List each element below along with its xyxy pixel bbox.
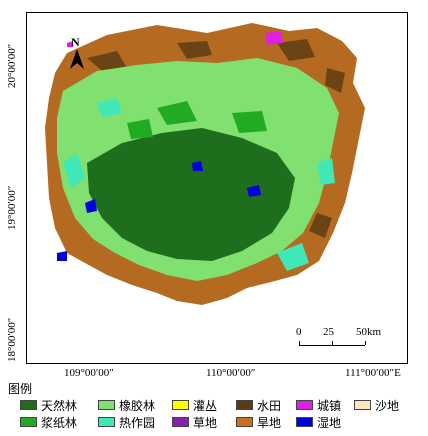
legend-item: 浆纸林: [20, 415, 78, 430]
legend-item: 沙地: [354, 398, 400, 413]
legend-swatch: [20, 400, 37, 410]
scale-line: [299, 345, 365, 346]
legend-item: 旱地: [236, 415, 282, 430]
legend-label: 草地: [193, 415, 218, 430]
legend-item: 湿地: [296, 415, 342, 430]
longitude-label: 109°00′00″: [64, 367, 114, 379]
scale-label-25: 25: [323, 326, 334, 338]
natural-forest: [87, 128, 295, 261]
legend-swatch: [20, 417, 37, 427]
scale-tick: [365, 341, 366, 345]
pulp-plantation-patches: [127, 101, 267, 139]
legend-label: 城镇: [317, 398, 342, 413]
legend-swatch: [98, 400, 115, 410]
scale-tick: [299, 341, 300, 345]
latitude-label: 20°00′00″: [6, 43, 18, 88]
hainan-land-use-map: [45, 23, 365, 305]
scale-label-0: 0: [296, 326, 302, 338]
legend-label: 水田: [257, 398, 282, 413]
legend-label: 旱地: [257, 415, 282, 430]
latitude-label: 19°00′00″: [6, 185, 18, 230]
north-label: N: [71, 35, 80, 49]
legend-swatch: [172, 400, 189, 410]
legend-label: 湿地: [317, 415, 342, 430]
legend-label: 沙地: [375, 398, 400, 413]
legend-item: 城镇: [296, 398, 342, 413]
latitude-label: 18°00′00″: [6, 317, 18, 362]
legend-swatch: [296, 417, 313, 427]
scale-bar: 0 25 50km: [296, 326, 381, 350]
legend-swatch: [172, 417, 189, 427]
scale-label-50km: 50km: [356, 326, 382, 338]
legend-swatch: [354, 400, 371, 410]
legend-label: 橡胶林: [119, 398, 156, 413]
legend-item: 天然林: [20, 398, 78, 413]
map-frame: N: [26, 12, 408, 364]
legend-label: 天然林: [41, 398, 78, 413]
legend-title: 图例: [8, 382, 33, 396]
legend-item: 灌丛: [172, 398, 218, 413]
legend-item: 草地: [172, 415, 218, 430]
paddy-patches: [87, 39, 345, 238]
legend-label: 浆纸林: [41, 415, 78, 430]
longitude-label: 110°00′00″: [206, 367, 256, 379]
legend-swatch: [236, 417, 253, 427]
legend-item: 橡胶林: [98, 398, 156, 413]
legend-item: 水田: [236, 398, 282, 413]
legend-swatch: [98, 417, 115, 427]
legend-label: 热作园: [119, 415, 156, 430]
longitude-label: 111°00′00″E: [345, 367, 401, 379]
legend-swatch: [296, 400, 313, 410]
legend-swatch: [236, 400, 253, 410]
legend-label: 灌丛: [193, 398, 218, 413]
legend-item: 热作园: [98, 415, 156, 430]
scale-tick: [332, 341, 333, 345]
north-arrow: [67, 37, 87, 71]
